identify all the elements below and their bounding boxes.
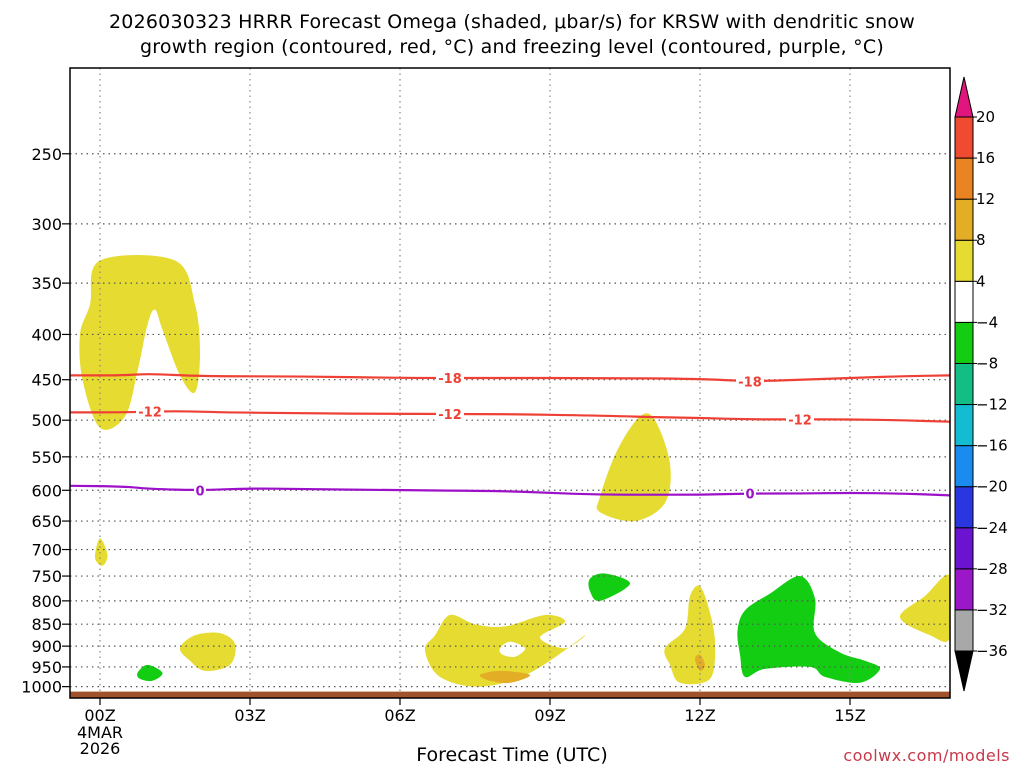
- colorbar-segment: [954, 568, 974, 611]
- y-tick-label: 950: [31, 658, 62, 677]
- y-tick-label: 650: [31, 512, 62, 531]
- x-tick-label: 12Z: [684, 706, 715, 725]
- contour-label: -12: [788, 413, 812, 428]
- y-tick-label: 850: [31, 615, 62, 634]
- colorbar-tick-label: −20: [976, 478, 1008, 496]
- x-axis-label: Forecast Time (UTC): [416, 744, 608, 766]
- colorbar-under-triangle: [954, 650, 974, 692]
- colorbar-tick-label: −24: [976, 519, 1008, 537]
- colorbar-segment: [954, 362, 974, 406]
- colorbar-tick-label: −36: [976, 642, 1008, 660]
- colorbar-tick-label: −28: [976, 560, 1008, 578]
- omega-region-8: [137, 664, 163, 682]
- colorbar-tick-label: −12: [976, 396, 1008, 414]
- colorbar-tick-label: 16: [976, 149, 995, 167]
- colorbar-segment: [954, 116, 974, 159]
- x-tick-sublabel: 4MAR: [77, 723, 123, 742]
- contour-label: -18: [738, 375, 762, 390]
- y-tick-label: 700: [31, 541, 62, 560]
- colorbar-segment: [954, 527, 974, 570]
- ground-surface: [70, 691, 950, 698]
- x-tick-label: 15Z: [834, 706, 865, 725]
- x-tick-sublabel: 2026: [80, 739, 121, 758]
- x-tick-label: 03Z: [234, 706, 265, 725]
- y-tick-label: 300: [31, 215, 62, 234]
- omega-region-6: [899, 574, 950, 643]
- colorbar-segment: [954, 445, 974, 488]
- colorbar-over-triangle: [954, 76, 974, 118]
- credit-text: coolwx.com/models: [843, 746, 1010, 765]
- contour-label: -18: [438, 372, 462, 387]
- colorbar: −36 −32 −28 −24 −20 −16 −12 −8 −4 4 8 12 16 20: [954, 76, 1008, 692]
- colorbar-tick-label: 8: [976, 231, 986, 249]
- y-tick-label: 800: [31, 592, 62, 611]
- contour-label-bg: [136, 404, 164, 419]
- y-tick-label: 550: [31, 448, 62, 467]
- colorbar-segment: [954, 198, 974, 241]
- y-tick-label: 250: [31, 145, 62, 164]
- colorbar-tick-label: 4: [976, 272, 986, 290]
- ground-layer: [70, 691, 950, 698]
- y-tick-label: 750: [31, 567, 62, 586]
- x-tick-label: 06Z: [384, 706, 415, 725]
- colorbar-segment: [954, 609, 974, 652]
- contour-label: -12: [138, 406, 162, 421]
- colorbar-tick-label: −32: [976, 601, 1008, 619]
- omega-region-2: [94, 538, 108, 566]
- omega-region-10: [479, 670, 531, 684]
- contour-label-bg: [194, 483, 206, 498]
- contour-line-2: [70, 484, 950, 497]
- grid-lines: [70, 68, 950, 698]
- contour-label-bg: [736, 374, 764, 389]
- chart-title: 2026030323 HRRR Forecast Omega (shaded, …: [109, 11, 915, 58]
- contour-line-0: [70, 373, 950, 383]
- contour-lines: -18 -18 -12 -12 -12 0 0: [70, 370, 950, 502]
- colorbar-tick-label: −16: [976, 437, 1008, 455]
- contour-label-bg: [436, 407, 464, 422]
- plot-frame: [69, 67, 951, 699]
- contour-label-bg: [436, 370, 464, 385]
- y-tick-label: 400: [31, 325, 62, 344]
- colorbar-tick-label: −4: [976, 313, 998, 331]
- contour-label: 0: [745, 487, 754, 502]
- contour-label-bg: [786, 412, 814, 427]
- colorbar-segment: [954, 280, 974, 323]
- colorbar-segment: [954, 321, 974, 364]
- colorbar-tick-label: 12: [976, 190, 995, 208]
- colorbar-tick-label: −8: [976, 354, 998, 372]
- y-tick-label: 350: [31, 274, 62, 293]
- colorbar-segment: [954, 157, 974, 200]
- contour-label-bg: [744, 486, 756, 501]
- y-tick-label: 600: [31, 481, 62, 500]
- colorbar-segment: [954, 486, 974, 529]
- contour-label: 0: [195, 484, 204, 499]
- y-tick-label: 1000: [21, 678, 62, 697]
- y-tick-label: 500: [31, 411, 62, 430]
- omega-region-3: [179, 632, 236, 672]
- omega-region-9: [737, 576, 881, 684]
- omega-region-0: [79, 255, 200, 430]
- omega-region-7: [588, 573, 631, 602]
- colorbar-segment: [954, 404, 974, 447]
- omega-shading: [79, 255, 950, 687]
- x-tick-label: 00Z: [84, 706, 115, 725]
- omega-region-5: [664, 585, 716, 685]
- contour-label: -12: [438, 408, 462, 423]
- colorbar-segment: [954, 239, 974, 282]
- y-tick-label: 450: [31, 371, 62, 390]
- omega-region-1: [596, 413, 671, 522]
- colorbar-tick-label: 20: [976, 108, 995, 126]
- y-axis-ticks: 250 300 350 400 450 500 550 600 650 700 750 800 850 9…: [21, 145, 70, 697]
- y-tick-label: 900: [31, 637, 62, 656]
- x-tick-label: 09Z: [534, 706, 565, 725]
